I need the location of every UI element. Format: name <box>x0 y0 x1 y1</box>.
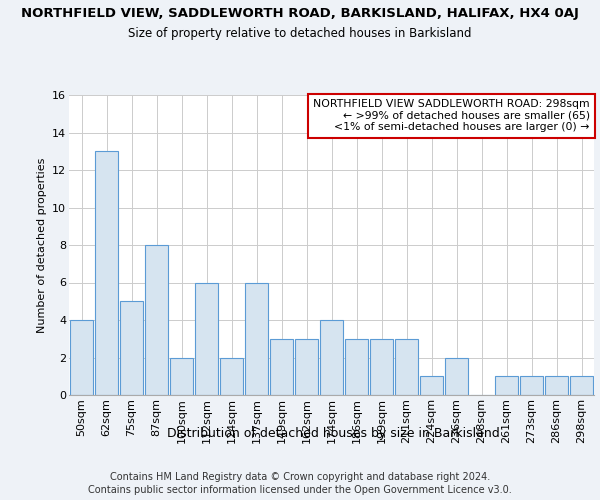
Text: NORTHFIELD VIEW SADDLEWORTH ROAD: 298sqm
← >99% of detached houses are smaller (: NORTHFIELD VIEW SADDLEWORTH ROAD: 298sqm… <box>313 99 590 132</box>
Bar <box>295 339 318 395</box>
Bar <box>545 376 568 395</box>
Bar <box>570 376 593 395</box>
Bar <box>420 376 443 395</box>
Bar <box>120 301 143 395</box>
Text: NORTHFIELD VIEW, SADDLEWORTH ROAD, BARKISLAND, HALIFAX, HX4 0AJ: NORTHFIELD VIEW, SADDLEWORTH ROAD, BARKI… <box>21 8 579 20</box>
Text: Contains HM Land Registry data © Crown copyright and database right 2024.: Contains HM Land Registry data © Crown c… <box>110 472 490 482</box>
Bar <box>70 320 93 395</box>
Bar <box>495 376 518 395</box>
Bar <box>445 358 468 395</box>
Bar <box>220 358 243 395</box>
Bar <box>245 282 268 395</box>
Bar <box>395 339 418 395</box>
Text: Distribution of detached houses by size in Barkisland: Distribution of detached houses by size … <box>167 428 499 440</box>
Bar <box>320 320 343 395</box>
Text: Contains public sector information licensed under the Open Government Licence v3: Contains public sector information licen… <box>88 485 512 495</box>
Bar <box>95 152 118 395</box>
Bar <box>345 339 368 395</box>
Bar <box>195 282 218 395</box>
Bar <box>270 339 293 395</box>
Bar <box>520 376 543 395</box>
Bar <box>370 339 393 395</box>
Y-axis label: Number of detached properties: Number of detached properties <box>37 158 47 332</box>
Bar <box>170 358 193 395</box>
Text: Size of property relative to detached houses in Barkisland: Size of property relative to detached ho… <box>128 28 472 40</box>
Bar <box>145 245 168 395</box>
